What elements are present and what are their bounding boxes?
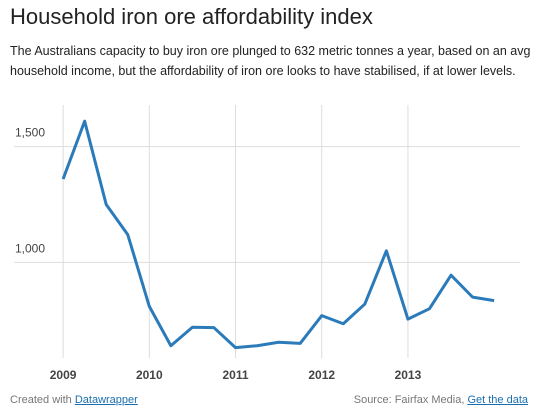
y-tick-label: 1,000 xyxy=(15,241,45,255)
x-tick-label: 2011 xyxy=(222,368,248,382)
source: Source: Fairfax Media, Get the data xyxy=(354,394,528,406)
source-text: Source: Fairfax Media, xyxy=(353,394,465,406)
data-line xyxy=(61,119,495,350)
chart-title: Household iron ore affordability index xyxy=(10,4,373,29)
chart-subtitle: The Australians capacity to buy iron ore… xyxy=(10,44,531,78)
x-tick-label: 2010 xyxy=(136,368,163,382)
data-link[interactable]: Get the data xyxy=(467,394,528,406)
x-tick-label: 2013 xyxy=(395,368,422,382)
y-tick-label: 1,500 xyxy=(15,126,45,140)
x-tick-label: 2012 xyxy=(308,368,335,382)
credit: Created with Datawrapper xyxy=(10,394,138,406)
credit-text: Created with xyxy=(10,394,72,406)
credit-link[interactable]: Datawrapper xyxy=(74,394,138,406)
x-tick-label: 2009 xyxy=(50,368,77,382)
